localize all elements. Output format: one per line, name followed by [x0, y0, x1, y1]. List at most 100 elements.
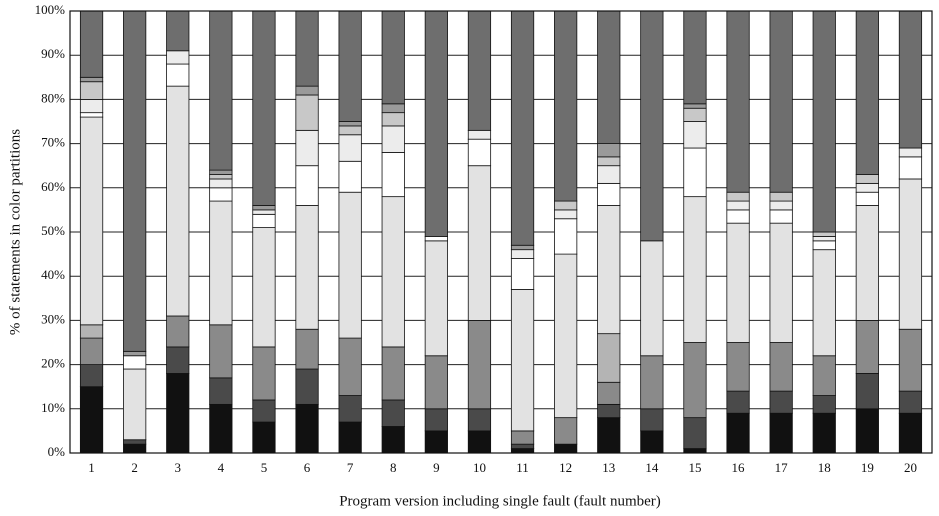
y-tick-label: 30%	[41, 311, 65, 326]
bar-segment	[338, 134, 362, 162]
bar-segment	[898, 156, 923, 180]
y-tick-label: 60%	[41, 179, 65, 194]
bar-segment	[554, 209, 578, 220]
x-tick-label: 9	[433, 460, 440, 475]
bar-segment	[166, 346, 190, 374]
bar-segment	[209, 174, 233, 180]
bar-segment	[79, 337, 104, 365]
y-tick-label: 100%	[35, 2, 66, 17]
bar-segment	[252, 10, 276, 206]
bar-segment	[209, 403, 233, 454]
bar-segment	[898, 412, 923, 454]
bar-segment	[123, 439, 147, 445]
bar-segment	[597, 143, 621, 158]
bar-segment	[898, 328, 923, 392]
bar-segment	[597, 182, 621, 206]
bar-segment	[381, 125, 405, 153]
y-tick-label: 0%	[48, 444, 66, 459]
bar-segment	[554, 443, 578, 454]
bar-segment	[209, 377, 233, 405]
bar-segment	[295, 368, 319, 405]
bar-segment	[812, 395, 836, 414]
y-tick-label: 80%	[41, 90, 65, 105]
x-tick-label: 10	[473, 460, 486, 475]
bar-segment	[338, 191, 362, 339]
bar-segment	[338, 10, 362, 122]
bar-segment	[640, 10, 664, 242]
bar-segment	[295, 85, 319, 96]
bar-segment	[683, 10, 707, 105]
bar-segment	[597, 333, 621, 383]
bar-segment	[209, 10, 233, 171]
bar-segment	[898, 178, 923, 330]
bar-segment	[209, 324, 233, 379]
bar-segment	[79, 324, 104, 339]
y-tick-label: 20%	[41, 356, 65, 371]
x-tick-label: 4	[218, 460, 225, 475]
bar-segment	[510, 249, 535, 259]
bar-segment	[79, 116, 104, 326]
bar-segment	[683, 417, 707, 449]
bar-segment	[166, 315, 190, 348]
bar-segment	[510, 448, 535, 454]
y-tick-label: 70%	[41, 135, 65, 150]
bar-segment	[381, 346, 405, 401]
x-tick-label: 13	[602, 460, 615, 475]
x-tick-label: 12	[559, 460, 572, 475]
bar-segment	[166, 10, 190, 52]
bar-segment	[554, 218, 578, 255]
bar-segment	[295, 129, 319, 167]
bar-segment	[252, 205, 276, 211]
bar-segment	[79, 364, 104, 388]
x-tick-label: 7	[347, 460, 354, 475]
bar-segment	[855, 191, 879, 206]
x-tick-label: 5	[261, 460, 268, 475]
bar-segment	[726, 209, 750, 224]
bar-segment	[812, 240, 836, 251]
bar-segment	[209, 178, 233, 189]
y-tick-label: 40%	[41, 267, 65, 282]
bar-segment	[812, 355, 836, 396]
bar-segment	[510, 258, 535, 290]
bar-segment	[510, 10, 535, 246]
bar-segment	[467, 408, 492, 432]
bar-segment	[510, 430, 535, 445]
bar-segment	[424, 430, 448, 454]
y-tick-label: 50%	[41, 223, 65, 238]
bar-segment	[424, 236, 448, 242]
bar-segment	[769, 10, 793, 193]
bar-segment	[338, 125, 362, 136]
bar-segment	[855, 373, 879, 410]
bar-segment	[769, 222, 793, 343]
bar-segment	[424, 10, 448, 237]
bar-segment	[855, 205, 879, 321]
bar-segment	[123, 443, 147, 454]
x-tick-label: 14	[645, 460, 659, 475]
x-tick-label: 6	[304, 460, 311, 475]
bar-segment	[726, 412, 750, 454]
bar-segment	[683, 107, 707, 122]
x-tick-label: 3	[175, 460, 182, 475]
bar-segment	[554, 10, 578, 202]
bar-segment	[467, 165, 492, 321]
bar-segment	[640, 355, 664, 410]
bar-segment	[79, 112, 104, 118]
bar-segment	[295, 165, 319, 206]
bar-segment	[597, 381, 621, 405]
bar-segment	[640, 240, 664, 357]
bar-segment	[812, 236, 836, 242]
bar-segment	[510, 443, 535, 449]
bar-segment	[252, 421, 276, 454]
x-tick-label: 19	[861, 460, 874, 475]
bar-segment	[726, 200, 750, 211]
bar-segment	[166, 50, 190, 65]
bar-segment	[554, 200, 578, 211]
bar-segment	[898, 10, 923, 149]
bar-segment	[898, 147, 923, 158]
bar-segment	[123, 350, 147, 357]
bar-segment	[381, 103, 405, 114]
x-tick-label: 16	[732, 460, 746, 475]
bar-segment	[381, 196, 405, 348]
bar-segment	[769, 191, 793, 202]
